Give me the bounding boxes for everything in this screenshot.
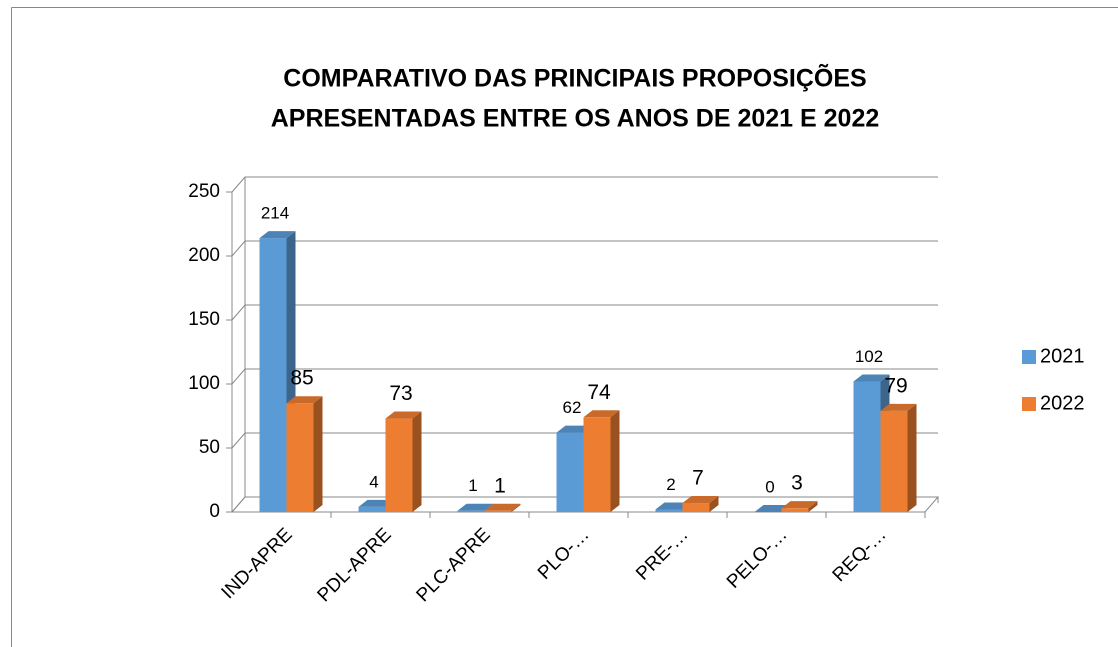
bar-side (610, 410, 620, 512)
bar-top (880, 403, 917, 411)
data-label: 214 (261, 204, 289, 223)
bar-side (511, 503, 521, 512)
bar (259, 238, 287, 512)
bar-side (808, 501, 818, 512)
data-label: 85 (290, 367, 313, 390)
data-label: 73 (389, 382, 412, 405)
bar-top (286, 396, 323, 404)
y-tick-label: 150 (188, 309, 220, 330)
bar (385, 418, 413, 512)
x-tick-label: PLC-APRE (413, 524, 495, 606)
y-tick-label: 250 (188, 181, 220, 202)
bar-top (583, 410, 620, 418)
data-label: 3 (791, 472, 803, 495)
bar (484, 510, 512, 512)
y-tick-label: 50 (199, 437, 220, 458)
data-label: 0 (765, 477, 774, 496)
bar-side (313, 396, 323, 512)
legend-swatch (1022, 350, 1036, 364)
bar-top (781, 501, 818, 509)
data-label: 1 (468, 476, 477, 495)
bar-top (682, 496, 719, 504)
bar-top (853, 374, 890, 382)
data-label: 79 (884, 374, 907, 397)
bar (853, 381, 881, 512)
bar (286, 403, 314, 512)
bar-top (385, 411, 422, 419)
bar-top (484, 503, 521, 511)
chart-title: APRESENTADAS ENTRE OS ANOS DE 2021 E 202… (271, 105, 880, 133)
y-tick-label: 200 (188, 245, 220, 266)
y-tick-label: 100 (188, 373, 220, 394)
bar-top (259, 231, 296, 239)
legend-label: 2022 (1040, 392, 1085, 414)
x-tick-label: PLO-… (534, 524, 594, 584)
x-tick-label: PDL-APRE (314, 524, 396, 606)
data-label: 2 (666, 475, 675, 494)
legend-label: 2021 (1040, 345, 1085, 367)
x-tick-label: REQ-… (829, 524, 891, 586)
data-label: 62 (563, 398, 582, 417)
bar (583, 417, 611, 512)
bar-side (907, 403, 917, 512)
data-label: 102 (855, 347, 883, 366)
bar (781, 508, 809, 512)
bar-side (412, 411, 422, 512)
bar (682, 503, 710, 512)
y-tick-label: 0 (209, 501, 220, 522)
x-tick-label: IND-APRE (218, 524, 297, 603)
bar (457, 510, 485, 512)
chart-title: COMPARATIVO DAS PRINCIPAIS PROPOSIÇÕES (283, 63, 866, 93)
bar-top (457, 503, 494, 511)
bar (556, 432, 584, 512)
x-tick-label: PRE-… (632, 524, 692, 584)
legend-swatch (1022, 397, 1036, 411)
bar-side (709, 496, 719, 512)
bar (655, 509, 683, 512)
grid-line (231, 240, 938, 257)
data-label: 1 (494, 474, 506, 497)
data-label: 74 (587, 381, 611, 404)
grid-line (231, 304, 938, 321)
data-label: 4 (369, 472, 378, 491)
bar (358, 506, 386, 512)
x-tick-label: PELO-… (723, 524, 792, 593)
bar (880, 410, 908, 512)
grid-line (231, 368, 938, 385)
data-label: 7 (692, 467, 704, 490)
grid-line (231, 176, 938, 193)
